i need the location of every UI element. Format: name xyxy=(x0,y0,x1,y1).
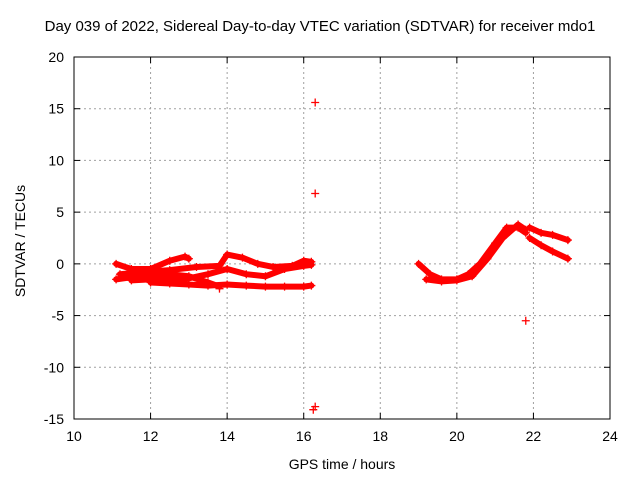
data-point xyxy=(452,276,461,285)
data-point xyxy=(223,265,232,274)
data-point xyxy=(165,256,174,265)
data-point xyxy=(525,234,534,242)
data-band xyxy=(423,221,529,285)
data-point xyxy=(280,265,289,274)
x-axis-label: GPS time / hours xyxy=(288,456,396,472)
x-tick-label: 20 xyxy=(449,428,465,444)
series-arc-8 xyxy=(525,223,572,245)
data-point xyxy=(215,284,224,293)
data-point xyxy=(146,278,155,287)
data-band xyxy=(526,235,571,262)
data-point xyxy=(184,254,193,263)
data-point xyxy=(223,280,232,289)
y-tick-label: 15 xyxy=(48,101,64,117)
data-point xyxy=(204,270,212,279)
chart-title: Day 039 of 2022, Sidereal Day-to-day VTE… xyxy=(44,18,596,35)
data-point xyxy=(521,316,530,325)
data-point xyxy=(261,282,270,291)
data-point xyxy=(238,253,247,262)
data-point xyxy=(223,250,232,259)
data-band xyxy=(147,279,315,290)
data-point xyxy=(502,223,511,232)
data-point xyxy=(311,189,320,198)
plot-frame xyxy=(73,56,611,420)
data-point xyxy=(299,282,308,291)
data-point xyxy=(253,259,262,268)
y-tick-label: -15 xyxy=(44,411,64,427)
data-point xyxy=(261,272,270,281)
data-point xyxy=(514,220,523,229)
data-point xyxy=(299,261,308,270)
data-band xyxy=(526,224,571,244)
data-layer xyxy=(112,98,572,414)
data-point xyxy=(280,282,289,291)
data-point xyxy=(309,405,318,414)
data-point xyxy=(242,270,251,279)
data-point xyxy=(548,230,557,239)
grid-layer xyxy=(74,57,610,419)
data-point xyxy=(138,268,147,277)
x-tick-label: 24 xyxy=(602,428,618,444)
data-point xyxy=(165,266,174,275)
series-arc-9 xyxy=(525,234,572,263)
x-tick-label: 16 xyxy=(296,428,312,444)
data-point xyxy=(242,281,251,290)
data-point xyxy=(414,259,423,268)
data-point xyxy=(483,254,492,263)
data-point xyxy=(115,270,124,279)
y-tick-label: 20 xyxy=(48,49,64,65)
y-tick-label: -10 xyxy=(44,359,64,375)
x-tick-label: 10 xyxy=(66,428,82,444)
data-point xyxy=(548,247,557,256)
data-point xyxy=(204,281,212,290)
data-point xyxy=(127,276,136,285)
data-point xyxy=(165,279,174,288)
x-tick-label: 22 xyxy=(526,428,542,444)
y-tick-label: 10 xyxy=(48,152,64,168)
data-point xyxy=(498,234,507,242)
data-point xyxy=(112,275,121,284)
data-point xyxy=(184,280,193,289)
x-tick-label: 12 xyxy=(143,428,159,444)
data-point xyxy=(269,262,278,271)
series-points xyxy=(215,98,530,414)
x-tick-label: 18 xyxy=(372,428,388,444)
y-tick-label: 5 xyxy=(56,204,64,220)
data-point xyxy=(525,223,534,232)
data-point xyxy=(307,260,316,269)
data-point xyxy=(468,272,477,281)
data-point xyxy=(307,281,316,290)
y-tick-label: 0 xyxy=(56,256,64,272)
y-axis-label: SDTVAR / TECUs xyxy=(12,184,28,298)
tick-layer: 10 12 14 16 18 20 22 24 -15 -10 -5 0 5 10 15 20 xyxy=(44,49,618,444)
data-point xyxy=(537,228,546,237)
data-point xyxy=(112,259,121,268)
data-point xyxy=(563,254,572,263)
data-point xyxy=(537,241,546,250)
series-arc-5 xyxy=(146,278,316,291)
x-tick-label: 14 xyxy=(219,428,235,444)
data-point xyxy=(563,236,572,245)
data-point xyxy=(192,262,201,271)
data-point xyxy=(311,98,320,107)
data-point xyxy=(437,277,446,286)
y-tick-label: -5 xyxy=(52,308,65,324)
data-point xyxy=(422,275,431,284)
